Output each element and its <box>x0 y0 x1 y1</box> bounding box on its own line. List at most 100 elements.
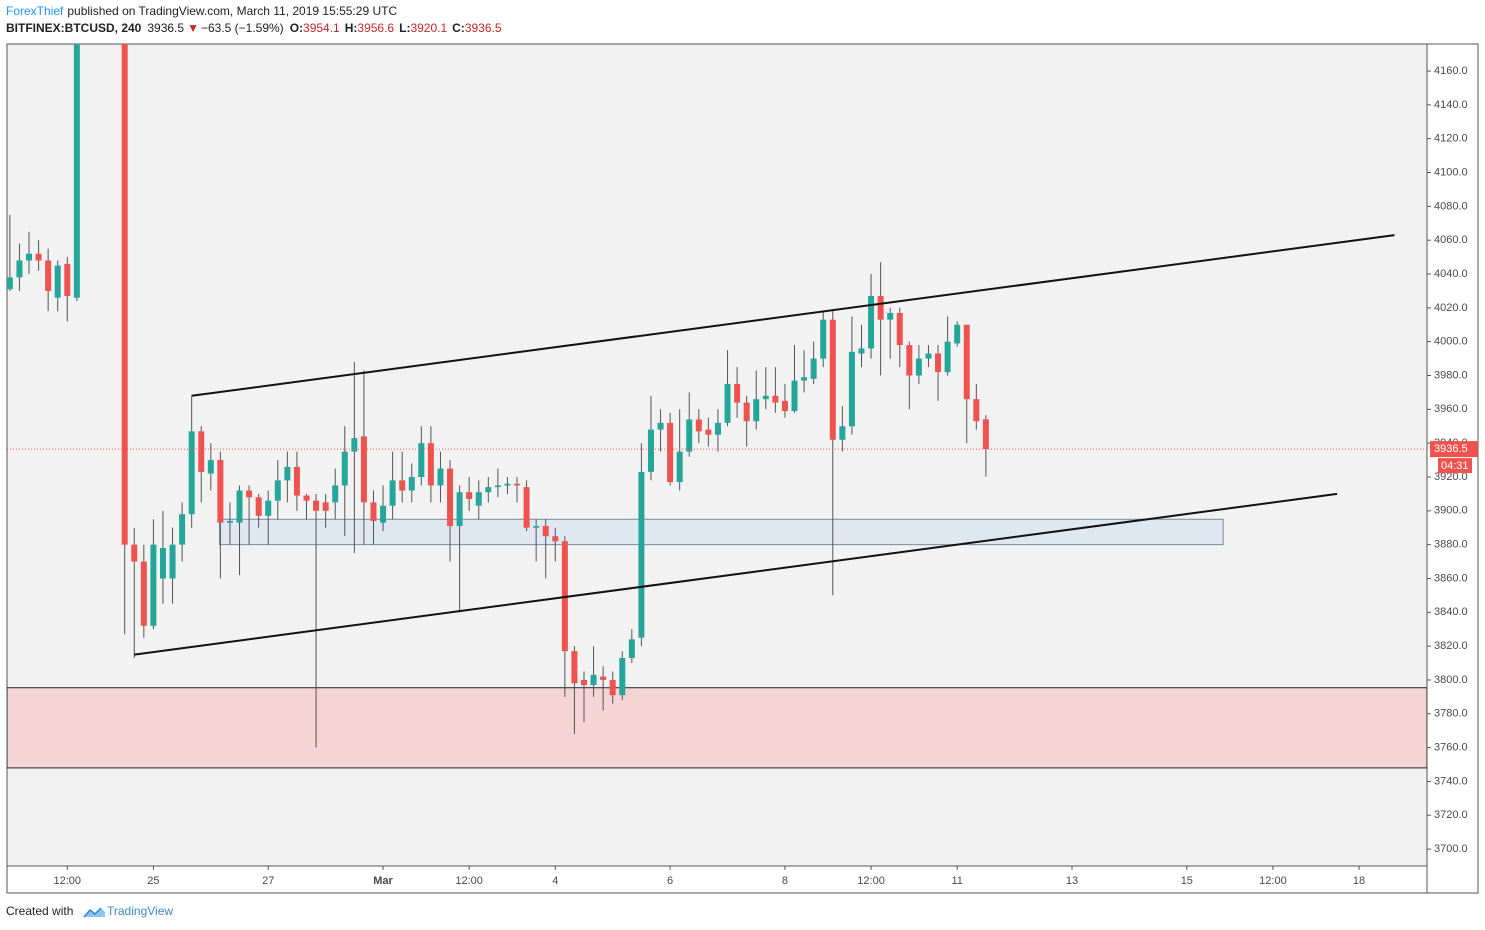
x-tick-label: 18 <box>1353 875 1365 887</box>
y-tick-label: 4160.0 <box>1434 65 1468 77</box>
y-tick-label: 4040.0 <box>1434 268 1468 280</box>
candle-body <box>705 429 712 435</box>
candle-body <box>609 679 616 696</box>
candle-body <box>121 44 128 545</box>
y-tick-label: 4020.0 <box>1434 302 1468 314</box>
countdown-label: 04:31 <box>1441 460 1469 472</box>
candle-body <box>322 502 329 511</box>
axes: 3700.0 3720.0 3740.0 3760.0 3780.0 3800.0 3820… <box>54 65 1478 887</box>
candle-body <box>514 483 521 486</box>
candle-body <box>150 544 157 626</box>
candle-body <box>274 480 281 501</box>
candle-body <box>935 353 942 373</box>
time-axis <box>6 865 1428 894</box>
candle-body <box>504 483 511 486</box>
x-tick-label: 12:00 <box>455 875 483 887</box>
x-tick-label: 15 <box>1181 875 1193 887</box>
candle-body <box>724 383 731 423</box>
candle-body <box>533 526 540 528</box>
candle-body <box>360 436 367 503</box>
candle-body <box>628 639 635 658</box>
candle-body <box>7 277 13 290</box>
candle-body <box>877 296 884 320</box>
candle-body <box>915 358 922 376</box>
candle-body <box>494 485 501 488</box>
candle-body <box>944 341 951 373</box>
price-tag <box>1430 441 1478 458</box>
x-tick-label: Mar <box>373 875 393 887</box>
candle-body <box>542 526 549 537</box>
trendline <box>191 234 1395 397</box>
price: 3936.5 <box>147 21 184 35</box>
candle-body <box>427 443 434 486</box>
candle-body <box>810 358 817 379</box>
x-tick-label: 25 <box>147 875 159 887</box>
candle-body <box>54 265 61 298</box>
candle-body <box>676 451 683 483</box>
candle-body <box>475 492 482 506</box>
candle-body <box>169 544 176 579</box>
candle-body <box>647 429 654 472</box>
candle-body <box>772 395 779 403</box>
y-tick-label: 4000.0 <box>1434 336 1468 348</box>
y-tick-label: 3760.0 <box>1434 742 1468 754</box>
ohlc-value: 3956.6 <box>357 21 394 35</box>
candle-body <box>906 345 913 376</box>
ohlc-label: O: <box>290 21 303 35</box>
x-tick-label: 12:00 <box>1259 875 1287 887</box>
candle-body <box>896 312 903 346</box>
ohlc-label: H: <box>345 21 358 35</box>
candle-body <box>73 44 80 298</box>
zone <box>218 518 1224 546</box>
y-tick-label: 3740.0 <box>1434 775 1468 787</box>
candle-body <box>829 319 836 440</box>
y-tick-label: 4140.0 <box>1434 99 1468 111</box>
candle-body <box>523 487 530 528</box>
candle-body <box>351 438 358 452</box>
candle-body <box>217 460 224 523</box>
candle-body <box>848 351 855 427</box>
x-tick-label: 11 <box>951 875 962 887</box>
candle-body <box>686 419 693 452</box>
candle-body <box>485 487 492 493</box>
y-tick-label: 3920.0 <box>1434 471 1468 483</box>
candle-body <box>820 319 827 359</box>
candle-body <box>198 431 205 472</box>
y-tick-label: 3900.0 <box>1434 505 1468 517</box>
candle-body <box>734 383 741 403</box>
candle-body <box>303 495 310 501</box>
y-tick-label: 3980.0 <box>1434 369 1468 381</box>
candle-body <box>887 312 894 320</box>
candle-body <box>255 497 262 516</box>
candle-body <box>858 348 865 354</box>
y-tick-label: 3780.0 <box>1434 708 1468 720</box>
candle-body <box>293 466 300 496</box>
candle-body <box>963 324 970 400</box>
y-tick-label: 3700.0 <box>1434 843 1468 855</box>
y-tick-label: 4120.0 <box>1434 133 1468 145</box>
candle-body <box>982 419 989 450</box>
candle-body <box>839 426 846 440</box>
candle-body <box>408 476 415 491</box>
candle-body <box>456 492 463 527</box>
candle-body <box>226 520 233 523</box>
candle-body <box>600 676 607 680</box>
candle-body <box>45 260 52 291</box>
candle-body <box>265 500 272 516</box>
candle-body <box>466 492 473 499</box>
ohlc-value: 3920.1 <box>410 21 447 35</box>
candle-body <box>399 480 406 491</box>
candle-body <box>954 324 961 344</box>
x-tick-label: 6 <box>667 875 673 887</box>
author[interactable]: ForexThief <box>6 4 64 18</box>
footer-brand[interactable]: TradingView <box>107 904 173 918</box>
ohlc-value: 3936.5 <box>465 21 502 35</box>
y-tick-label: 3880.0 <box>1434 539 1468 551</box>
candle-body <box>35 253 42 261</box>
x-tick-label: 27 <box>262 875 274 887</box>
candle-body <box>447 468 454 527</box>
candle-body <box>236 490 243 523</box>
candle-body <box>973 399 980 422</box>
candle-body <box>590 674 597 686</box>
